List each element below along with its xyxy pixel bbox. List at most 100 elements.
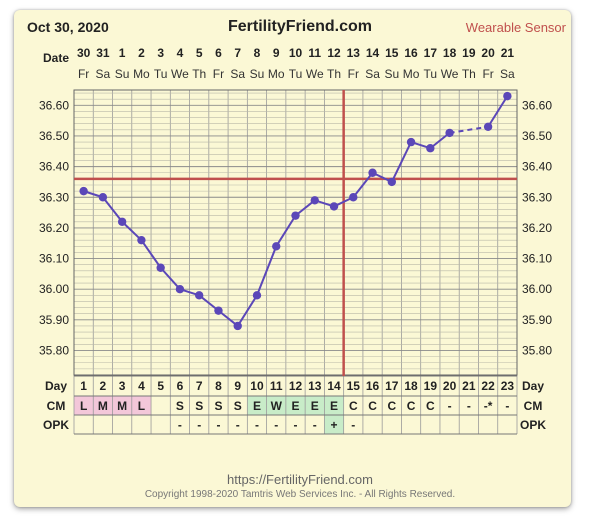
cm-value: E xyxy=(253,399,261,413)
cm-value: - xyxy=(448,399,452,413)
temperature-point xyxy=(117,217,127,226)
cycle-day-label: 16 xyxy=(366,379,380,393)
date-label: 15 xyxy=(385,46,399,60)
cm-highlight-pink xyxy=(93,396,113,415)
date-label: 6 xyxy=(215,46,222,60)
date-label: 7 xyxy=(234,46,241,60)
site-title[interactable]: FertilityFriend.com xyxy=(227,18,373,35)
opk-highlight-green xyxy=(324,415,344,434)
cycle-day-label: 5 xyxy=(157,379,164,393)
cycle-day-label: 21 xyxy=(462,379,476,393)
cm-value: C xyxy=(349,399,358,413)
cm-value: S xyxy=(234,399,242,413)
y-tick-label-left: 36.30 xyxy=(39,190,69,204)
weekday-label: We xyxy=(171,67,189,81)
cycle-day-label: 9 xyxy=(234,379,241,393)
temperature-point xyxy=(98,193,108,202)
temperature-segment xyxy=(159,267,181,290)
date-label: 1 xyxy=(119,46,126,60)
date-label: 8 xyxy=(254,46,261,60)
weekday-label: Th xyxy=(327,67,341,81)
weekday-label: Su xyxy=(250,67,265,81)
temperature-point xyxy=(79,186,88,196)
chart-date: Oct 30, 2020 xyxy=(27,19,109,35)
opk-value: - xyxy=(197,418,201,432)
cycle-day-label: 13 xyxy=(308,379,322,393)
cycle-day-label: 15 xyxy=(347,379,361,393)
cm-value: M xyxy=(98,399,108,413)
date-label: 16 xyxy=(404,46,418,60)
weekday-label: Mo xyxy=(133,67,150,81)
weekday-label: Th xyxy=(192,67,206,81)
wearable-sensor-label[interactable]: Wearable Sensor xyxy=(465,20,566,35)
weekday-label: Sa xyxy=(365,67,380,81)
temperature-segment xyxy=(121,221,143,241)
cm-value: M xyxy=(117,399,127,413)
cycle-day-label: 2 xyxy=(100,379,107,393)
cm-value: C xyxy=(387,399,396,413)
cm-value: C xyxy=(368,399,377,413)
cycle-day-label: 12 xyxy=(289,379,303,393)
temperature-point xyxy=(252,291,262,300)
temperature-point xyxy=(329,202,339,211)
y-tick-label-left: 35.90 xyxy=(39,313,69,327)
y-tick-label-right: 36.60 xyxy=(522,98,552,112)
opk-value: - xyxy=(255,418,259,432)
cm-value: - xyxy=(467,399,471,413)
date-label: 13 xyxy=(347,46,361,60)
opk-value: - xyxy=(274,418,278,432)
y-tick-label-right: 36.20 xyxy=(522,221,552,235)
cm-highlight-green xyxy=(285,396,306,415)
temperature-point xyxy=(349,193,358,202)
y-tick-label-right: 35.80 xyxy=(522,343,552,357)
temperature-segment xyxy=(275,215,297,247)
cm-highlight-pink xyxy=(112,396,132,415)
y-tick-label-right: 36.50 xyxy=(522,129,552,143)
date-label: 9 xyxy=(273,46,280,60)
temperature-segment xyxy=(256,245,278,296)
temperature-point xyxy=(503,91,512,101)
cycle-day-label: 17 xyxy=(385,379,399,393)
cycle-day-label: 18 xyxy=(404,379,418,393)
y-tick-label-left: 36.20 xyxy=(39,221,69,235)
temperature-segment xyxy=(102,196,123,223)
temperature-point xyxy=(156,263,165,272)
temperature-point xyxy=(445,128,454,138)
y-tick-label-left: 36.40 xyxy=(39,160,69,174)
date-label: 17 xyxy=(424,46,438,60)
temperature-segment xyxy=(236,294,258,327)
weekday-label: Su xyxy=(384,67,399,81)
date-label: 19 xyxy=(462,46,476,60)
weekday-label: Sa xyxy=(230,67,245,81)
y-tick-label-right: 36.00 xyxy=(522,282,552,296)
temperature-point xyxy=(368,168,377,177)
plot-frame xyxy=(73,89,518,376)
date-label: 14 xyxy=(366,46,380,60)
cycle-day-label: 19 xyxy=(424,379,438,393)
weekday-label: Tu xyxy=(154,67,168,81)
cm-highlight-green xyxy=(266,396,286,415)
cm-value: - xyxy=(505,399,509,413)
cm-value: E xyxy=(311,399,319,413)
cycle-day-label: 3 xyxy=(119,379,126,393)
weekday-label: Th xyxy=(462,67,476,81)
weekday-label: Fr xyxy=(213,67,224,81)
temperature-segment xyxy=(449,125,489,134)
temperature-point xyxy=(214,306,223,315)
date-label: 5 xyxy=(196,46,203,60)
temperature-point xyxy=(233,321,242,331)
cm-value: L xyxy=(80,399,87,413)
footer-url[interactable]: https://FertilityFriend.com xyxy=(227,472,373,487)
y-tick-label-right: 35.90 xyxy=(522,313,552,327)
opk-row-label-left: OPK xyxy=(43,418,69,432)
temperature-segment xyxy=(140,239,162,269)
date-label: 18 xyxy=(443,46,457,60)
cm-value: S xyxy=(195,399,203,413)
cm-value: S xyxy=(214,399,222,413)
date-label: 11 xyxy=(308,46,321,60)
date-label: 20 xyxy=(481,46,495,60)
date-label: 31 xyxy=(96,46,110,60)
opk-value: - xyxy=(294,418,298,432)
cm-value: -* xyxy=(484,399,493,413)
